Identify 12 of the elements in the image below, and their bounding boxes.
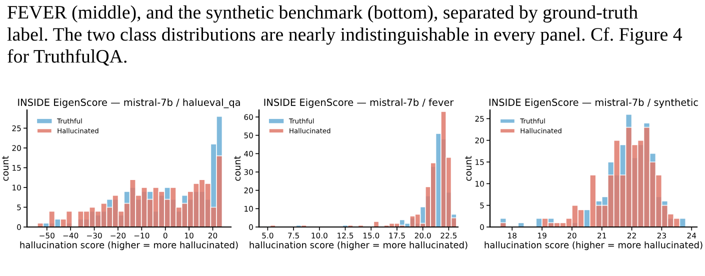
text: label. The two class distributions are nearly indistinguishable in every panel. Cf. Figure 4 (7, 27, 682, 45)
y-axis-title: count (465, 156, 472, 181)
x-axis-title: hallucination score (higher = more hallucinated) (484, 241, 702, 250)
chart-title: INSIDE EigenScore — mistral-7b / halueval_qa (18, 98, 240, 108)
y-axis-title: count (2, 156, 9, 181)
text: FEVER (middle), and the synthetic benchmark (bottom), separated by ground-truth (8, 5, 638, 23)
chart-title: INSIDE EigenScore — mistral-7b / synthetic (489, 98, 698, 108)
y-axis-title: count (234, 156, 241, 181)
x-axis-title: hallucination score (higher = more hallucinated) (20, 241, 238, 250)
x-axis-title: hallucination score (higher = more hallucinated) (250, 241, 468, 250)
chart-title: INSIDE EigenScore — mistral-7b / fever (264, 98, 454, 108)
text: for TruthfulQA. (8, 49, 126, 66)
